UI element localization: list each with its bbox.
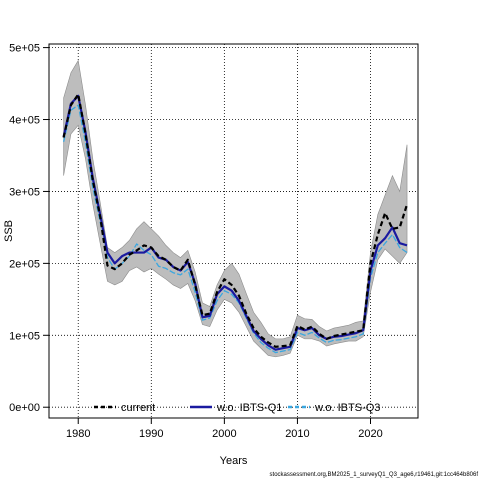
y-axis-title: SSB [3,220,15,242]
series-line-1 [62,94,408,351]
y-tick-label: 3e+05 [9,186,40,198]
plot-frame [48,43,419,419]
axes: 1980 1990 2000 2010 2020 0e+00 1e+05 2e+05 3e+05… [9,43,383,440]
confidence-band [63,59,408,358]
legend-label-2: w.o. IBTS-Q3 [314,402,380,414]
x-tick-label: 2020 [358,428,382,440]
y-tick-label: 0e+00 [9,402,40,414]
x-axis-title: Years [220,455,248,467]
y-tick-label: 5e+05 [9,43,40,55]
y-tick-label: 4e+05 [9,115,40,127]
y-tick-label: 1e+05 [9,330,40,342]
y-tick-label: 2e+05 [9,258,40,270]
legend-label-0: current [121,402,155,414]
footer-text: stockassessment.org,BM2025_1_surveyQ1_Q3… [269,472,478,478]
x-tick-label: 1990 [139,428,163,440]
legend: current w.o. IBTS-Q1 w.o. IBTS-Q3 [94,402,380,414]
series-lines [62,93,409,354]
x-tick-label: 2000 [212,428,236,440]
x-tick-label: 2010 [285,428,309,440]
legend-label-1: w.o. IBTS-Q1 [216,402,282,414]
series-line-0 [62,93,409,348]
x-tick-label: 1980 [66,428,90,440]
series-line-2 [62,104,408,354]
confidence-band-area [63,59,408,358]
